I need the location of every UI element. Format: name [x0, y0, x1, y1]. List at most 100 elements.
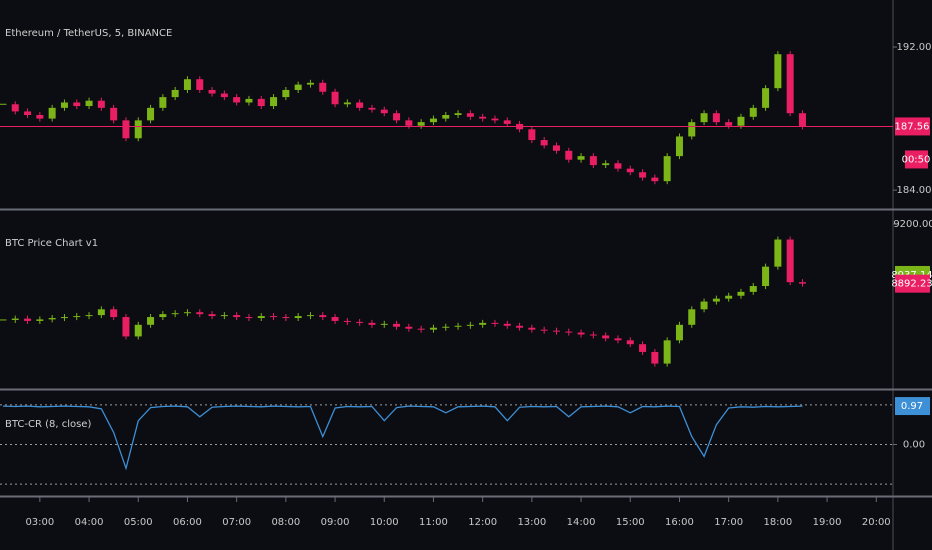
candle — [626, 340, 634, 345]
candle — [270, 316, 278, 318]
x-tick-label: 15:00 — [616, 517, 645, 528]
candle — [700, 113, 708, 123]
candle — [466, 324, 474, 326]
candle — [688, 122, 696, 137]
candle — [159, 314, 167, 318]
y-tick-label: 192.00 — [897, 42, 932, 53]
candle — [774, 54, 782, 89]
candle — [282, 89, 290, 98]
candle — [294, 316, 302, 319]
candle — [491, 118, 499, 121]
x-tick-label: 11:00 — [419, 517, 448, 528]
x-tick-label: 17:00 — [714, 517, 743, 528]
candle — [528, 327, 536, 330]
candle — [540, 140, 548, 146]
candle — [331, 317, 339, 321]
candle — [368, 107, 376, 110]
x-tick-label: 07:00 — [222, 517, 251, 528]
candle — [429, 327, 437, 330]
candle — [343, 320, 351, 322]
candle — [85, 315, 93, 317]
x-tick-label: 16:00 — [665, 517, 694, 528]
candle — [663, 156, 671, 182]
candle — [171, 313, 179, 315]
candle — [36, 319, 44, 321]
candle — [762, 266, 770, 287]
x-tick-label: 14:00 — [567, 517, 596, 528]
candle — [368, 322, 376, 325]
candle — [122, 317, 130, 337]
candle — [749, 107, 757, 117]
candle — [675, 324, 683, 341]
x-tick-label: 03:00 — [25, 517, 54, 528]
candle — [122, 120, 130, 139]
candle — [306, 82, 314, 85]
candle — [602, 335, 610, 339]
price-label: 8892.23 — [891, 279, 932, 290]
candle — [393, 113, 401, 121]
candle — [454, 113, 462, 115]
candle — [233, 97, 241, 103]
candle — [110, 309, 118, 318]
indicator-line — [2, 405, 803, 471]
candle — [0, 103, 7, 105]
x-tick-label: 05:00 — [124, 517, 153, 528]
candle — [233, 315, 241, 318]
candle — [245, 98, 253, 103]
candle — [503, 120, 511, 124]
candle — [343, 102, 351, 105]
candle — [417, 328, 425, 330]
candle — [85, 100, 93, 107]
candle — [786, 239, 794, 283]
candle — [639, 344, 647, 352]
candle — [712, 113, 720, 123]
candle — [270, 97, 278, 107]
last-price-label: 187.56 — [895, 121, 930, 132]
candle — [380, 109, 388, 114]
candle — [700, 301, 708, 310]
candle — [380, 323, 388, 325]
candle — [196, 312, 204, 315]
candle — [159, 97, 167, 108]
countdown-box — [905, 150, 928, 169]
candle — [479, 116, 487, 119]
candle — [319, 82, 327, 92]
candle — [688, 309, 696, 325]
candle — [466, 113, 474, 117]
candle — [626, 168, 634, 173]
candle — [454, 325, 462, 327]
candle — [60, 317, 68, 319]
candle — [208, 314, 216, 317]
candle — [405, 326, 413, 329]
candle — [651, 177, 659, 182]
last-price-label-box — [895, 117, 930, 136]
candle — [589, 156, 597, 166]
candle — [208, 89, 216, 94]
candle — [171, 89, 179, 98]
candle — [577, 156, 585, 160]
candle — [97, 100, 105, 108]
candle — [331, 91, 339, 105]
x-tick-label: 19:00 — [813, 517, 842, 528]
candle — [60, 102, 68, 108]
candle — [36, 114, 44, 119]
candle — [651, 351, 659, 364]
candle — [577, 332, 585, 335]
candle — [110, 107, 118, 121]
candle — [479, 322, 487, 325]
candle — [614, 338, 622, 341]
candle — [565, 331, 573, 333]
candle — [24, 111, 32, 115]
candle — [97, 309, 105, 316]
candle — [183, 79, 191, 90]
candle — [589, 334, 597, 336]
candle — [491, 322, 499, 324]
candle — [282, 317, 290, 319]
candle — [147, 107, 155, 121]
x-tick-label: 13:00 — [517, 517, 546, 528]
candle — [442, 114, 450, 119]
candle — [602, 163, 610, 166]
candle — [528, 129, 536, 141]
